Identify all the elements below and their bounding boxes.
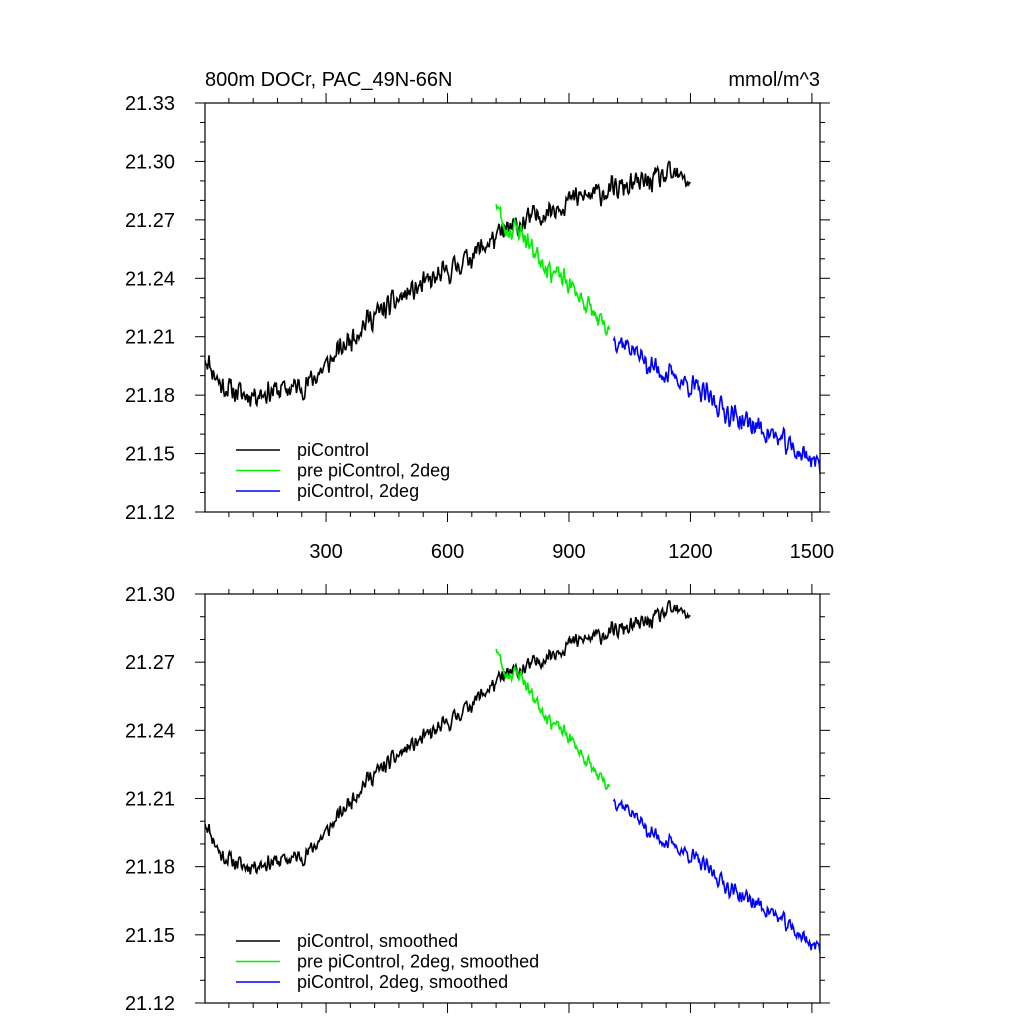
bottom-panel: 21.12 21.15 21.18 21.21 21.24 21.27 21.30 piCon… bbox=[125, 584, 830, 1015]
x-tick-label: 900 bbox=[552, 541, 585, 563]
legend-label: pre piControl, 2deg, smoothed bbox=[297, 952, 539, 972]
y-tick-label: 21.30 bbox=[125, 584, 175, 606]
y-tick-label: 21.30 bbox=[125, 151, 175, 173]
x-tick-label: 1200 bbox=[668, 541, 713, 563]
y-tick-label: 21.15 bbox=[125, 925, 175, 947]
series-line-picontrol-2deg bbox=[612, 335, 820, 474]
y-tick-label: 21.12 bbox=[125, 993, 175, 1015]
x-tick-label: 1500 bbox=[790, 541, 835, 563]
y-tick-label: 21.18 bbox=[125, 857, 175, 879]
y-tick-label: 21.27 bbox=[125, 652, 175, 674]
x-tick-label: 300 bbox=[309, 541, 342, 563]
y-tick-label: 21.33 bbox=[125, 93, 175, 115]
y-tick-label: 21.12 bbox=[125, 502, 175, 524]
chart-title: 800m DOCr, PAC_49N-66N bbox=[205, 69, 453, 91]
plot-frame bbox=[204, 102, 821, 513]
legend-label: piControl, smoothed bbox=[297, 931, 458, 951]
series-line-picontrol-smoothed bbox=[205, 599, 691, 875]
y-tick-label: 21.27 bbox=[125, 210, 175, 232]
y-tick-label: 21.21 bbox=[125, 789, 175, 811]
series-line-picontrol-2deg-smoothed bbox=[612, 797, 820, 954]
y-tick-label: 21.24 bbox=[125, 268, 175, 290]
series-line-pre-picontrol-2deg-smoothed bbox=[495, 648, 611, 791]
legend-label: piControl, 2deg, smoothed bbox=[297, 972, 508, 992]
legend-label: piControl, 2deg bbox=[297, 481, 419, 501]
legend-label: piControl bbox=[297, 440, 369, 460]
y-tick-label: 21.21 bbox=[125, 327, 175, 349]
y-tick-label: 21.15 bbox=[125, 444, 175, 466]
units-label: mmol/m^3 bbox=[728, 69, 820, 91]
top-panel: 300 600 900 1200 1500 21.12 21.15 21.18 21.21 21.… bbox=[125, 93, 834, 563]
x-tick-label: 600 bbox=[431, 541, 464, 563]
series-line-picontrol bbox=[205, 160, 691, 408]
series-line-pre-picontrol-2deg bbox=[495, 204, 611, 337]
legend-label: pre piControl, 2deg bbox=[297, 461, 450, 481]
y-tick-label: 21.24 bbox=[125, 720, 175, 742]
y-tick-label: 21.18 bbox=[125, 385, 175, 407]
